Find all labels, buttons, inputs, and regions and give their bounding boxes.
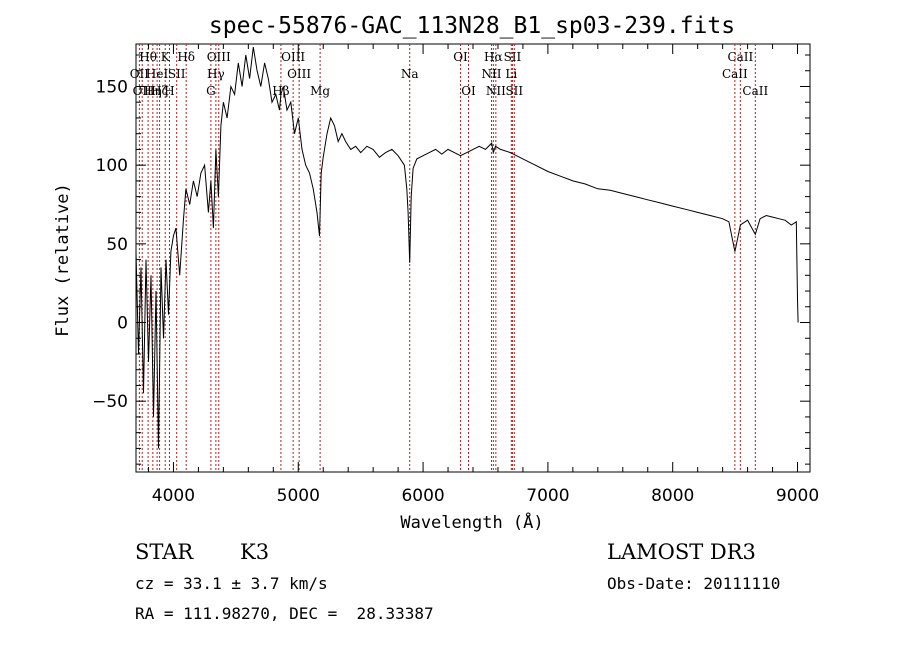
emission-line-markers bbox=[138, 44, 756, 472]
redshift-readout: cz = 33.1 ± 3.7 km/s bbox=[135, 574, 328, 593]
line-label-16: Mg bbox=[310, 84, 330, 98]
spectral-subclass: K3 bbox=[240, 540, 270, 564]
line-label-11: Hγ bbox=[207, 67, 225, 81]
line-label-25: SII bbox=[505, 84, 523, 98]
line-label-0: OII bbox=[130, 67, 150, 81]
line-label-4: HeI bbox=[146, 67, 169, 81]
y-tick-label-3: 100 bbox=[96, 156, 128, 176]
x-axis-ticks: 4000 5000 6000 7000 8000 9000 bbox=[147, 44, 819, 506]
line-label-1: OII bbox=[133, 84, 153, 98]
y-tick-label-0: −50 bbox=[92, 392, 128, 412]
line-label-7: H bbox=[164, 84, 174, 98]
line-label-23: Li bbox=[505, 67, 517, 81]
survey-name: LAMOST DR3 bbox=[607, 540, 756, 564]
x-tick-label-1: 5000 bbox=[277, 486, 320, 506]
x-axis-label: Wavelength (Å) bbox=[400, 511, 543, 533]
line-label-26: CaII bbox=[722, 67, 748, 81]
line-label-24: SII bbox=[504, 50, 522, 64]
line-label-21: Hα bbox=[484, 50, 503, 64]
line-label-10: G bbox=[206, 84, 216, 98]
line-label-8: SII bbox=[168, 67, 186, 81]
coordinates-readout: RA = 111.98270, DEC = 28.33387 bbox=[135, 604, 434, 623]
line-label-6: K bbox=[161, 50, 171, 64]
line-label-18: OI bbox=[453, 50, 468, 64]
line-label-13: Hβ bbox=[272, 84, 289, 98]
line-label-17: Na bbox=[401, 67, 419, 81]
line-label-15: OIII bbox=[287, 67, 311, 81]
y-tick-label-4: 150 bbox=[96, 77, 128, 97]
y-tick-label-2: 50 bbox=[106, 235, 128, 255]
x-tick-label-5: 9000 bbox=[776, 486, 819, 506]
line-label-2: Hθ bbox=[139, 50, 157, 64]
x-tick-label-3: 7000 bbox=[526, 486, 569, 506]
line-label-3: Hη bbox=[144, 84, 162, 98]
line-label-5: Hζ bbox=[151, 84, 168, 98]
line-label-9: Hδ bbox=[177, 50, 195, 64]
line-label-14: OIII bbox=[281, 50, 305, 64]
line-label-28: CaII bbox=[742, 84, 768, 98]
chart-title: spec-55876-GAC_113N28_B1_sp03-239.fits bbox=[209, 13, 735, 39]
object-class: STAR bbox=[135, 540, 194, 564]
line-label-20: NII bbox=[481, 67, 501, 81]
x-tick-label-2: 6000 bbox=[401, 486, 444, 506]
observation-date: Obs-Date: 20111110 bbox=[607, 574, 781, 593]
plot-frame bbox=[135, 43, 811, 473]
line-label-27: CaII bbox=[727, 50, 753, 64]
spectrum-line bbox=[135, 47, 799, 449]
line-label-22: NII bbox=[486, 84, 506, 98]
line-label-12: OIII bbox=[207, 50, 231, 64]
line-label-19: OI bbox=[461, 84, 476, 98]
x-tick-label-4: 8000 bbox=[651, 486, 694, 506]
y-axis-label: Flux (relative) bbox=[53, 183, 73, 337]
emission-line-labels: OII OII Hθ Hη HeI Hζ K H SII Hδ G Hγ OIII Hβ OIII OIII M… bbox=[130, 50, 769, 98]
y-axis-ticks: −50 0 50 100 150 bbox=[92, 54, 810, 465]
y-tick-label-1: 0 bbox=[117, 314, 128, 334]
x-tick-label-0: 4000 bbox=[152, 486, 195, 506]
